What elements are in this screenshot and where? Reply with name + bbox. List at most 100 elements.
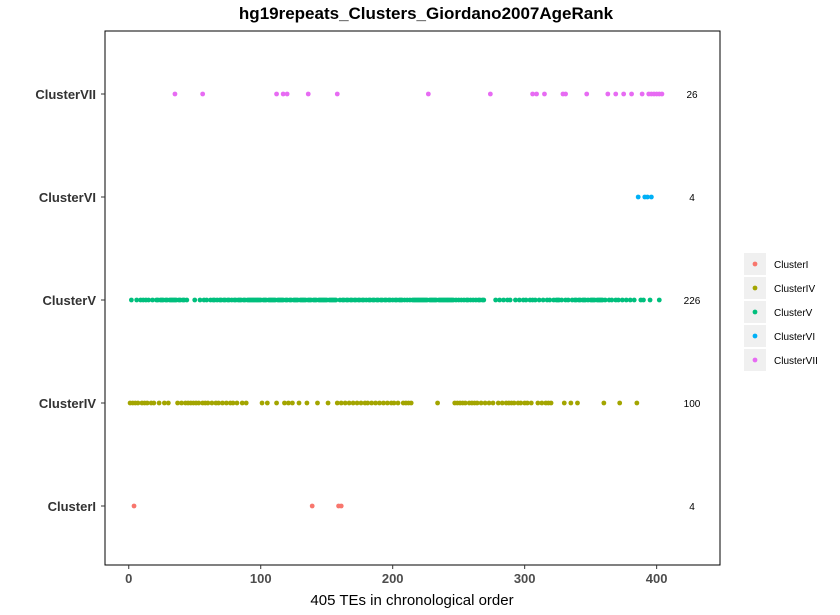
data-point-clusterv [631, 297, 637, 303]
data-point-clusterv [656, 297, 662, 303]
x-tick-label: 100 [250, 571, 272, 586]
data-point-clusteriv [539, 400, 545, 406]
x-tick-label: 0 [125, 571, 132, 586]
data-point-clusterv [146, 297, 151, 303]
data-point-clustervii [334, 91, 340, 97]
data-point-clusteriv [264, 400, 270, 406]
data-point-clusteriv [224, 400, 229, 406]
data-point-clusteri [131, 503, 137, 509]
count-label: 100 [684, 399, 701, 410]
legend-swatch [752, 261, 758, 267]
legend: ClusterI ClusterIV ClusterV ClusterVI Cluste… [744, 253, 818, 371]
data-point-clusteriv [175, 400, 180, 406]
data-point-clusteriv [478, 400, 484, 406]
data-point-clustervii [542, 91, 547, 97]
data-point-clusteriv [290, 400, 295, 406]
x-axis-label: 405 TEs in chronological order [310, 592, 513, 609]
data-point-clusterv [192, 297, 198, 303]
data-point-clusteri [309, 503, 315, 509]
data-point-clusteriv [462, 400, 468, 406]
data-point-clusteriv [220, 400, 225, 406]
data-point-clusterv [497, 297, 502, 303]
data-point-clusteriv [234, 400, 240, 406]
data-point-clusterv [532, 297, 538, 303]
data-point-clusteriv [151, 400, 157, 406]
y-tick-label: ClusterVI [39, 190, 96, 205]
data-point-clusteriv [346, 400, 352, 406]
data-point-clustervii [621, 91, 627, 97]
data-point-clusteriv [156, 400, 162, 406]
x-tick-label: 200 [382, 571, 404, 586]
data-point-clusterv [536, 297, 542, 303]
count-label: 4 [689, 502, 695, 513]
data-point-clusteriv [490, 400, 496, 406]
data-point-clusteriv [575, 400, 580, 406]
data-point-clustervii [659, 91, 665, 97]
data-point-clusterv [565, 297, 571, 303]
x-tick-label: 400 [646, 571, 668, 586]
data-point-clusterv [627, 297, 633, 303]
data-point-clusteriv [601, 400, 607, 406]
data-point-clusteriv [286, 400, 291, 406]
data-point-clusteriv [230, 400, 236, 406]
data-point-clustervii [613, 91, 619, 97]
data-point-clustervii [534, 91, 539, 97]
data-point-clusterv [619, 297, 625, 303]
data-point-clustervi [645, 194, 650, 200]
data-point-clusterv [128, 297, 134, 303]
data-point-clusterv [184, 297, 190, 303]
data-points [127, 91, 665, 509]
y-axis: ClusterI ClusterIV ClusterV ClusterVI Cluste… [35, 87, 105, 514]
data-point-clusteriv [342, 400, 348, 406]
data-point-clustervii [605, 91, 611, 97]
legend-label: ClusterV [774, 308, 813, 319]
data-point-clustervii [305, 91, 311, 97]
legend-swatch [752, 285, 758, 291]
legend-item: ClusterVII [744, 349, 818, 371]
y-tick-label: ClusterI [48, 499, 96, 514]
legend-label: ClusterVI [774, 332, 815, 343]
x-axis: 0 100 200 300 400 [125, 565, 668, 586]
data-point-clusteriv [209, 400, 215, 406]
count-label: 226 [684, 296, 701, 307]
data-point-clusteriv [282, 400, 287, 406]
data-point-clusteriv [474, 400, 480, 406]
data-point-clusteriv [365, 400, 371, 406]
data-point-clusteriv [486, 400, 492, 406]
data-point-clusteriv [315, 400, 320, 406]
data-point-clusteriv [535, 400, 541, 406]
data-point-clusteriv [358, 400, 364, 406]
data-point-clusteriv [216, 400, 221, 406]
data-point-clusteri [338, 503, 344, 509]
data-point-clusteriv [350, 400, 356, 406]
legend-label: ClusterVII [774, 356, 818, 367]
legend-swatch [752, 357, 758, 363]
data-point-clusteriv [381, 400, 386, 406]
data-point-clustervii [639, 91, 645, 97]
data-point-clusteriv [408, 400, 414, 406]
data-point-clusteriv [334, 400, 340, 406]
data-point-clusteriv [179, 400, 184, 406]
data-point-clusteriv [499, 400, 505, 406]
data-point-clusterv [615, 297, 621, 303]
data-point-clustervii [280, 91, 286, 97]
data-point-clustervii [425, 91, 431, 97]
data-point-clusteriv [391, 400, 397, 406]
data-point-clusteriv [377, 400, 382, 406]
data-point-clustervii [172, 91, 178, 97]
data-point-clusterv [547, 297, 553, 303]
count-label: 4 [689, 193, 695, 204]
legend-label: ClusterIV [774, 284, 815, 295]
data-point-clusteriv [518, 400, 524, 406]
data-point-clusterv [333, 297, 339, 303]
data-point-clustervii [563, 91, 568, 97]
data-point-clustervii [200, 91, 206, 97]
data-point-clustervii [284, 91, 290, 97]
legend-item: ClusterV [744, 301, 813, 323]
data-point-clusteriv [165, 400, 171, 406]
data-point-clusteriv [561, 400, 567, 406]
legend-swatch [752, 309, 758, 315]
data-point-clusteriv [135, 400, 141, 406]
data-point-clusteriv [617, 400, 623, 406]
